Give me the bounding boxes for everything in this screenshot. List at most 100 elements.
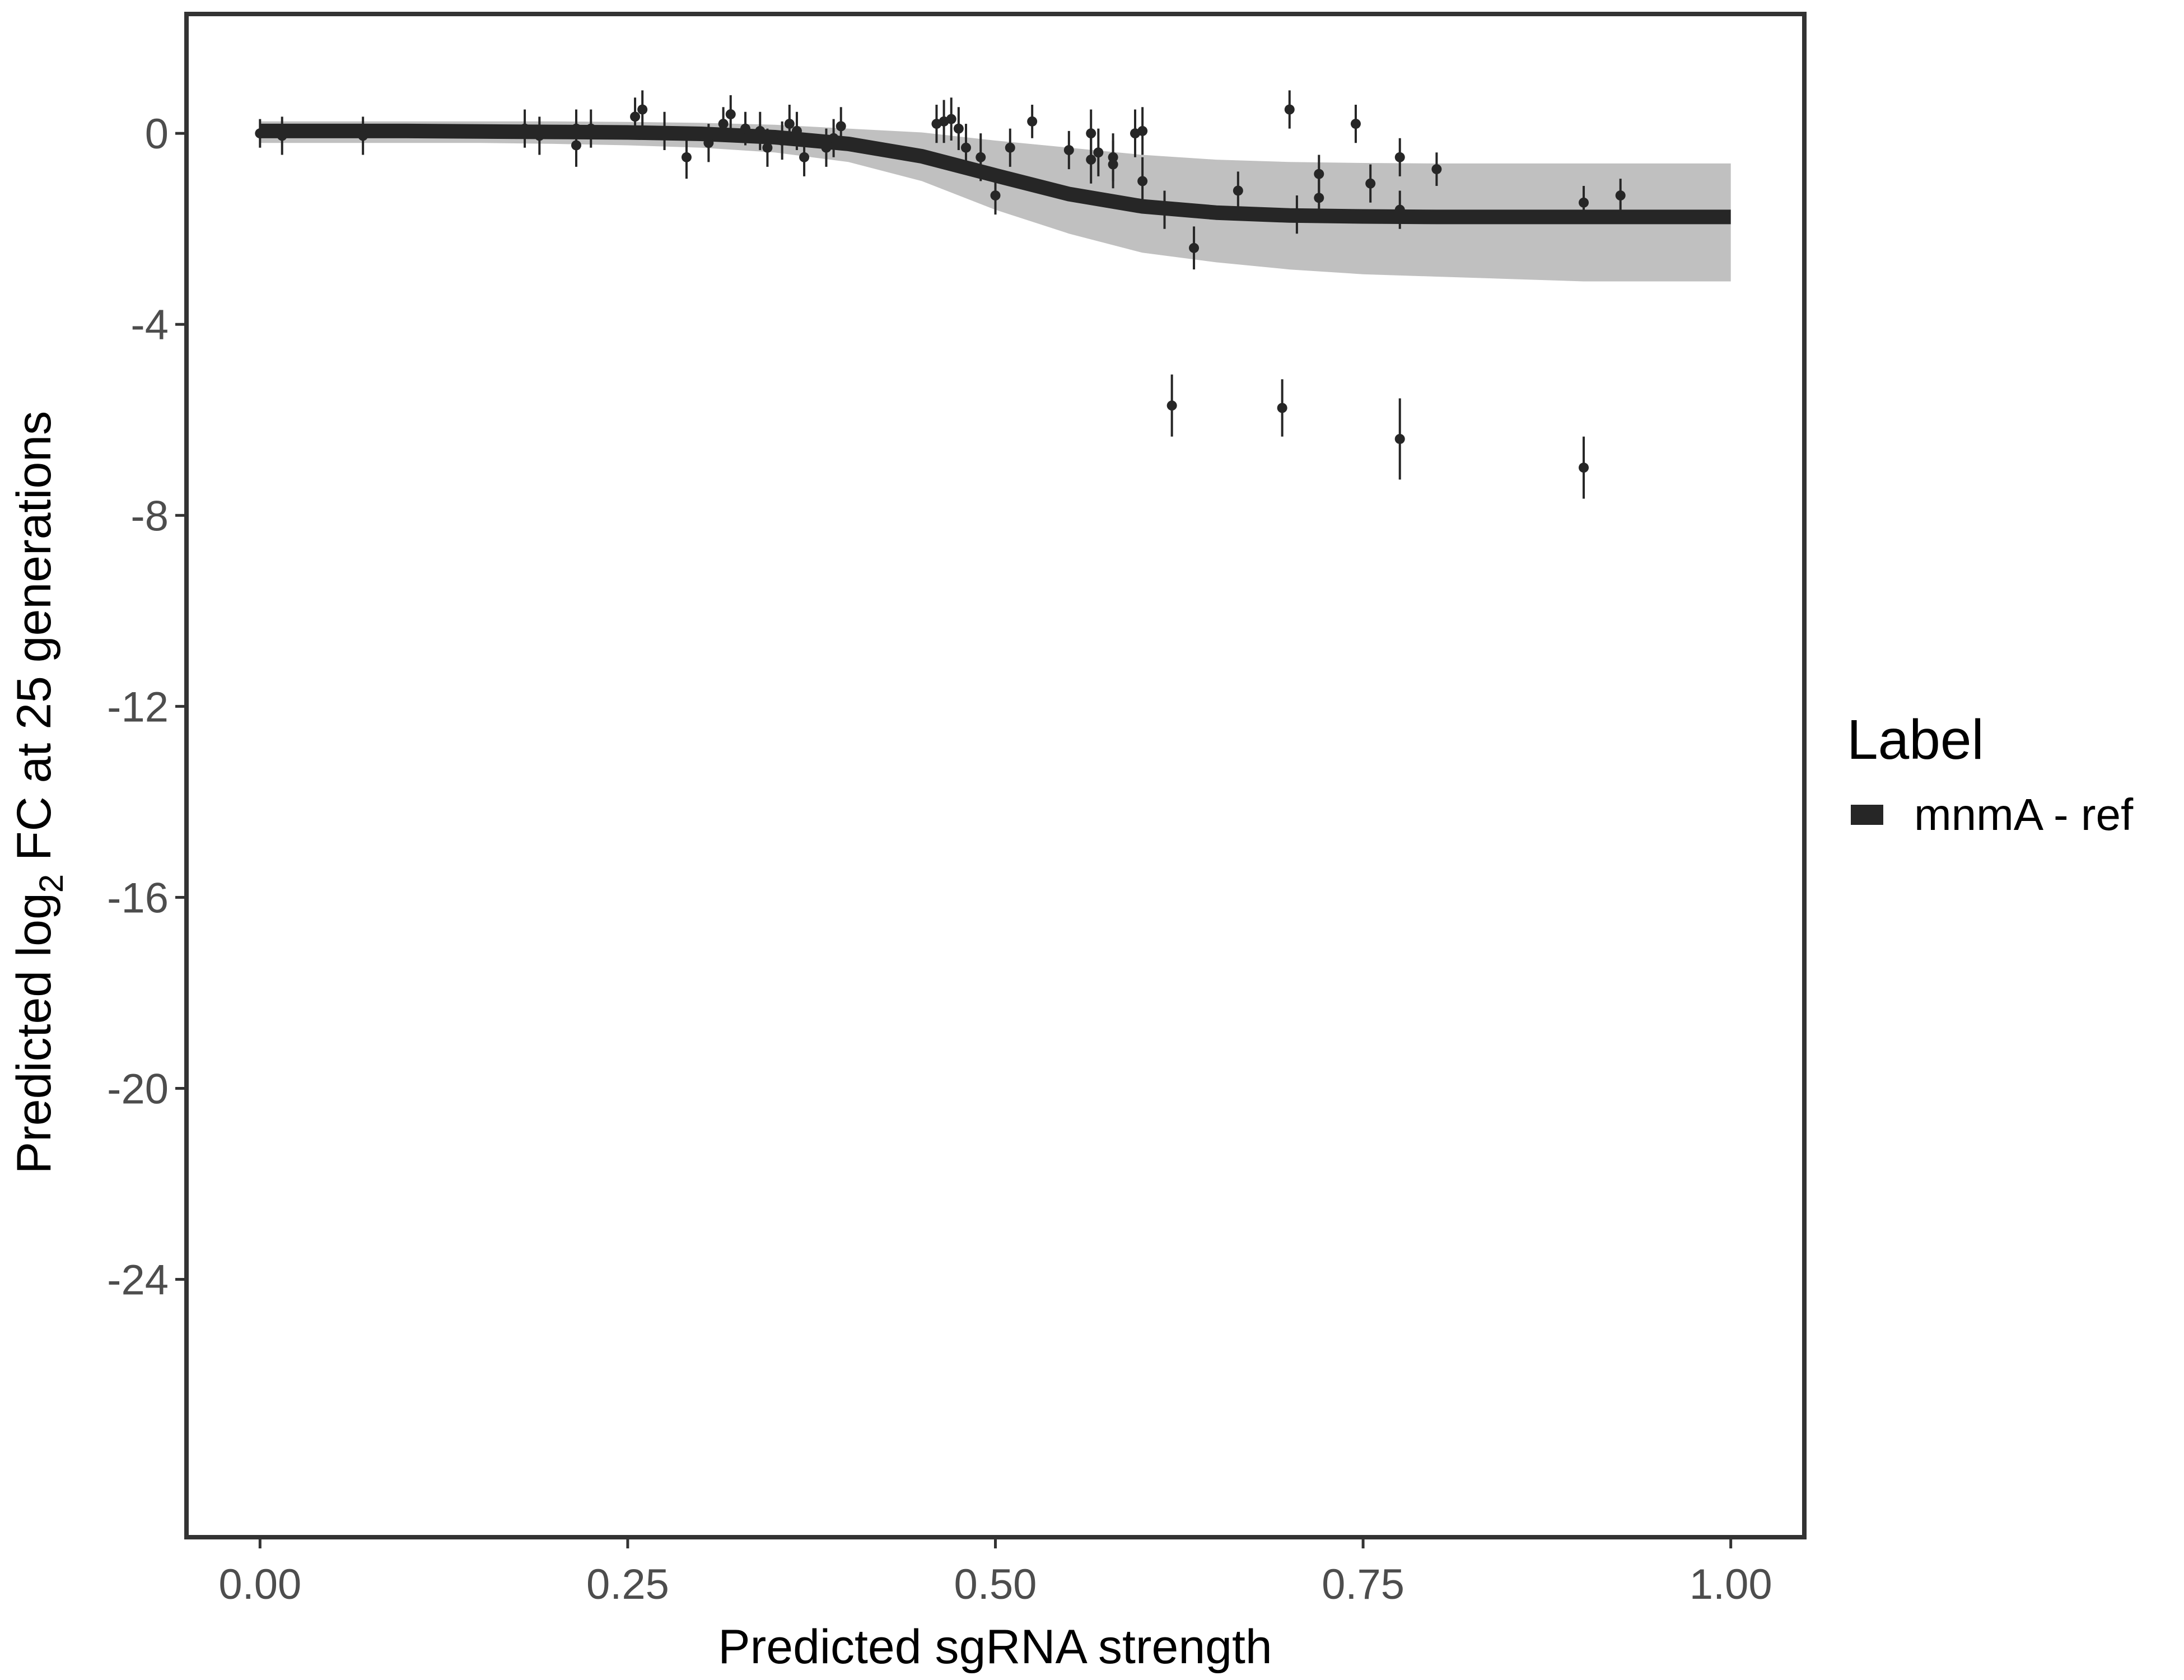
point-marker [1166, 400, 1177, 411]
data-point [1233, 171, 1243, 210]
point-marker [784, 119, 795, 129]
data-point [358, 116, 368, 155]
point-marker [1284, 104, 1295, 115]
point-marker [277, 130, 287, 141]
fit-curve-layer [260, 123, 1731, 225]
point-marker [1314, 169, 1324, 179]
data-point [1137, 157, 1148, 206]
data-point [1579, 436, 1589, 499]
point-marker [1579, 197, 1589, 208]
data-point [1394, 190, 1405, 229]
data-point [534, 116, 545, 155]
point-marker [1027, 116, 1038, 127]
point-marker [1365, 178, 1376, 189]
point-marker [571, 123, 581, 134]
data-point [1350, 105, 1361, 143]
point-marker [976, 152, 986, 162]
data-point [255, 119, 265, 148]
data-point [1086, 109, 1096, 157]
legend-key-mnma-ref [1851, 805, 1883, 825]
point-marker [255, 128, 265, 139]
point-marker [725, 109, 736, 120]
data-point [277, 116, 287, 155]
point-marker [960, 142, 971, 153]
point-marker [1086, 155, 1096, 165]
point-marker [1189, 242, 1200, 253]
data-point [821, 128, 832, 167]
point-marker [1005, 142, 1015, 153]
data-point [1005, 128, 1015, 167]
data-point [1365, 164, 1376, 203]
point-marker [990, 190, 1001, 201]
data-point [799, 138, 810, 176]
x-tick-label: 0.75 [1322, 1561, 1404, 1608]
y-axis-title-prefix: Predicted log [7, 893, 61, 1174]
point-marker [1137, 176, 1148, 186]
data-point [740, 111, 751, 146]
data-point [1189, 226, 1200, 270]
point-marker [630, 111, 641, 122]
data-point [946, 97, 956, 141]
data-point [630, 97, 641, 136]
point-marker [755, 125, 766, 136]
data-point [953, 107, 964, 151]
data-point [703, 124, 714, 162]
point-marker [799, 152, 810, 162]
point-marker [1579, 463, 1589, 473]
data-point [520, 109, 530, 148]
y-tick-label: 0 [145, 110, 169, 158]
point-marker [1394, 204, 1405, 215]
point-marker [1615, 190, 1626, 201]
data-point [1284, 90, 1295, 129]
point-marker [520, 123, 530, 134]
data-point [725, 95, 736, 134]
data-point [1394, 398, 1405, 480]
data-point [791, 111, 802, 151]
fit-curve-mnma-ref [260, 123, 1731, 225]
x-tick-label: 0.25 [586, 1561, 669, 1608]
point-marker [821, 142, 832, 153]
data-point [1159, 190, 1170, 229]
data-point [1108, 140, 1118, 189]
data-point [990, 176, 1001, 215]
point-marker [953, 123, 964, 134]
x-axis-title: Predicted sgRNA strength [718, 1620, 1272, 1674]
data-point [1291, 195, 1302, 234]
data-point [586, 109, 596, 148]
y-axis-title-suffix: FC at 25 generations [7, 411, 61, 874]
data-point [1579, 185, 1589, 220]
y-axis: 0 -4 -8 -12 -16 -20 -24 [107, 110, 184, 1304]
point-marker [777, 135, 787, 146]
point-marker [1108, 159, 1118, 170]
plot-frame [184, 12, 1807, 1539]
point-marker [718, 119, 729, 129]
data-point [718, 107, 729, 141]
point-marker [659, 125, 670, 136]
point-marker [534, 130, 545, 141]
point-marker [1350, 119, 1361, 129]
y-tick-label: -8 [130, 492, 169, 540]
point-marker [1086, 128, 1096, 139]
data-point [1027, 105, 1038, 138]
legend: Label mnmA - ref [1847, 708, 2134, 839]
data-point [755, 111, 766, 151]
point-marker [1277, 403, 1287, 413]
point-marker [1159, 204, 1170, 215]
y-axis-title-subscript: 2 [32, 874, 70, 893]
data-point [571, 109, 581, 148]
data-point [1314, 155, 1324, 193]
point-marker [1431, 164, 1442, 175]
data-point [836, 107, 846, 146]
point-marker [791, 125, 802, 136]
data-point [1277, 379, 1287, 437]
legend-title: Label [1847, 708, 1984, 771]
y-tick-label: -12 [107, 683, 169, 731]
point-marker [1314, 193, 1324, 203]
x-tick-label: 1.00 [1690, 1561, 1772, 1608]
data-point [777, 121, 787, 160]
point-marker [946, 114, 956, 124]
point-marker [740, 123, 751, 134]
data-point [637, 90, 648, 129]
